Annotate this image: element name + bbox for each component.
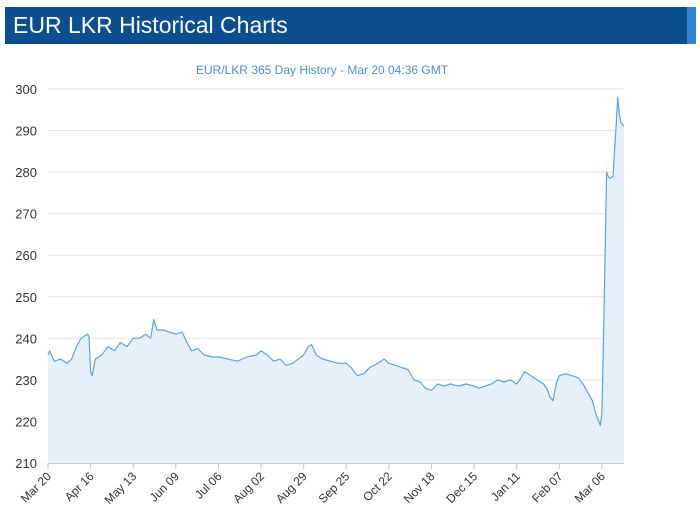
y-tick-label: 250 [15,290,37,305]
y-tick-label: 300 [15,82,37,97]
y-tick-label: 270 [15,207,37,222]
series-line [47,96,625,427]
header-accent-bar [687,7,696,44]
x-tick-label: Jun 09 [147,469,183,505]
x-tick-label: Mar 06 [572,469,609,506]
x-tick-label: Jul 06 [192,469,225,502]
y-tick-label: 220 [15,414,37,429]
page-title: EUR LKR Historical Charts [13,12,288,38]
x-tick-label: Feb 07 [529,469,566,506]
x-tick-label: Nov 18 [401,469,438,506]
x-tick-label: Aug 29 [273,469,310,506]
x-tick-label: Aug 02 [230,469,267,506]
x-tick-label: Dec 15 [443,469,480,506]
x-tick-label: May 13 [102,469,140,507]
x-axis: Mar 20 Apr 16 May 13 Jun 09 Jul 06 Aug 02 Aug … [18,463,624,507]
y-axis: 210 220 230 240 250 260 270 280 290 300 [15,82,37,471]
x-tick-label: Apr 16 [62,469,97,504]
x-tick-label: Oct 22 [360,469,395,504]
page-header: EUR LKR Historical Charts [5,7,687,44]
y-tick-label: 280 [15,165,37,180]
series-area-fill [48,97,624,464]
chart-title: EUR/LKR 365 Day History - Mar 20 04:36 G… [196,63,449,77]
y-tick-label: 210 [15,456,37,471]
y-tick-label: 260 [15,248,37,263]
x-tick-label: Jan 11 [488,469,523,504]
x-tick-label: Sep 25 [316,469,353,506]
y-tick-label: 290 [15,124,37,139]
y-tick-label: 240 [15,331,37,346]
plot-area [47,96,625,464]
y-tick-label: 230 [15,373,37,388]
x-tick-label: Mar 20 [18,469,55,506]
